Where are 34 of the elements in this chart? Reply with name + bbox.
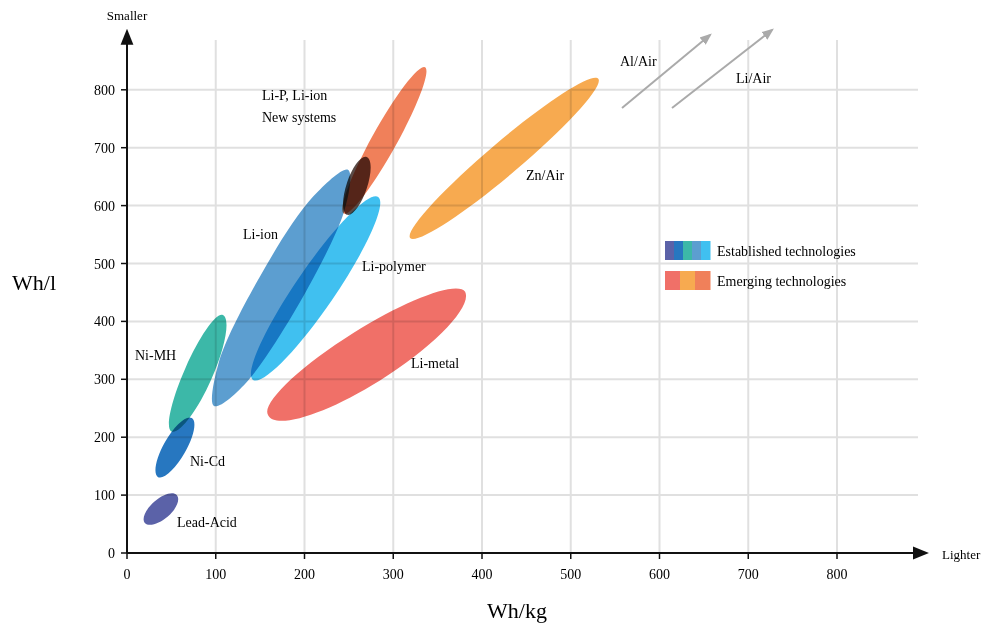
y-tick-label: 0 — [108, 546, 115, 561]
text: Smaller — [106, 8, 148, 23]
y-tick-label: 600 — [94, 198, 115, 214]
y-tick-label: 700 — [94, 140, 115, 156]
series-label: Zn/Air — [526, 168, 565, 183]
text: Lighter — [942, 547, 981, 562]
series-label: Ni-MH — [135, 348, 177, 363]
text: Li-P, Li-ion New systems — [262, 88, 337, 125]
x-tick-label: 300 — [382, 567, 404, 582]
y-tick-label: 100 — [94, 488, 115, 504]
annotation: Al/Air — [620, 54, 657, 69]
y-tick-label: 400 — [94, 314, 115, 330]
x-tick-label: 800 — [826, 567, 848, 582]
x-axis-title: Wh/kg — [487, 598, 547, 623]
x-tick-label: 600 — [649, 567, 670, 582]
x-tick-label: 400 — [471, 567, 493, 582]
series-label: Li-polymer — [362, 259, 427, 274]
x-tick-label: 500 — [560, 567, 582, 582]
y-tick-label: 500 — [94, 256, 115, 272]
y-tick-label: 800 — [94, 82, 115, 98]
series-label: Lead-Acid — [177, 515, 237, 530]
y-tick-label: 200 — [94, 430, 115, 446]
x-tick-label: 100 — [205, 567, 227, 582]
x-tick-label: 700 — [737, 567, 759, 582]
y-tick-label: 300 — [94, 372, 115, 388]
series-label: Li-ion — [243, 227, 278, 242]
annotation: Established technologies — [717, 244, 856, 259]
annotation: Li/Air — [736, 71, 772, 86]
annotation: Emerging technologies — [717, 274, 847, 289]
x-tick-label: 0 — [123, 567, 131, 582]
series-label: Li-metal — [411, 356, 460, 371]
x-tick-label: 200 — [294, 567, 315, 582]
series-label: Ni-Cd — [190, 454, 225, 469]
y-axis-title: Wh/l — [12, 270, 56, 295]
